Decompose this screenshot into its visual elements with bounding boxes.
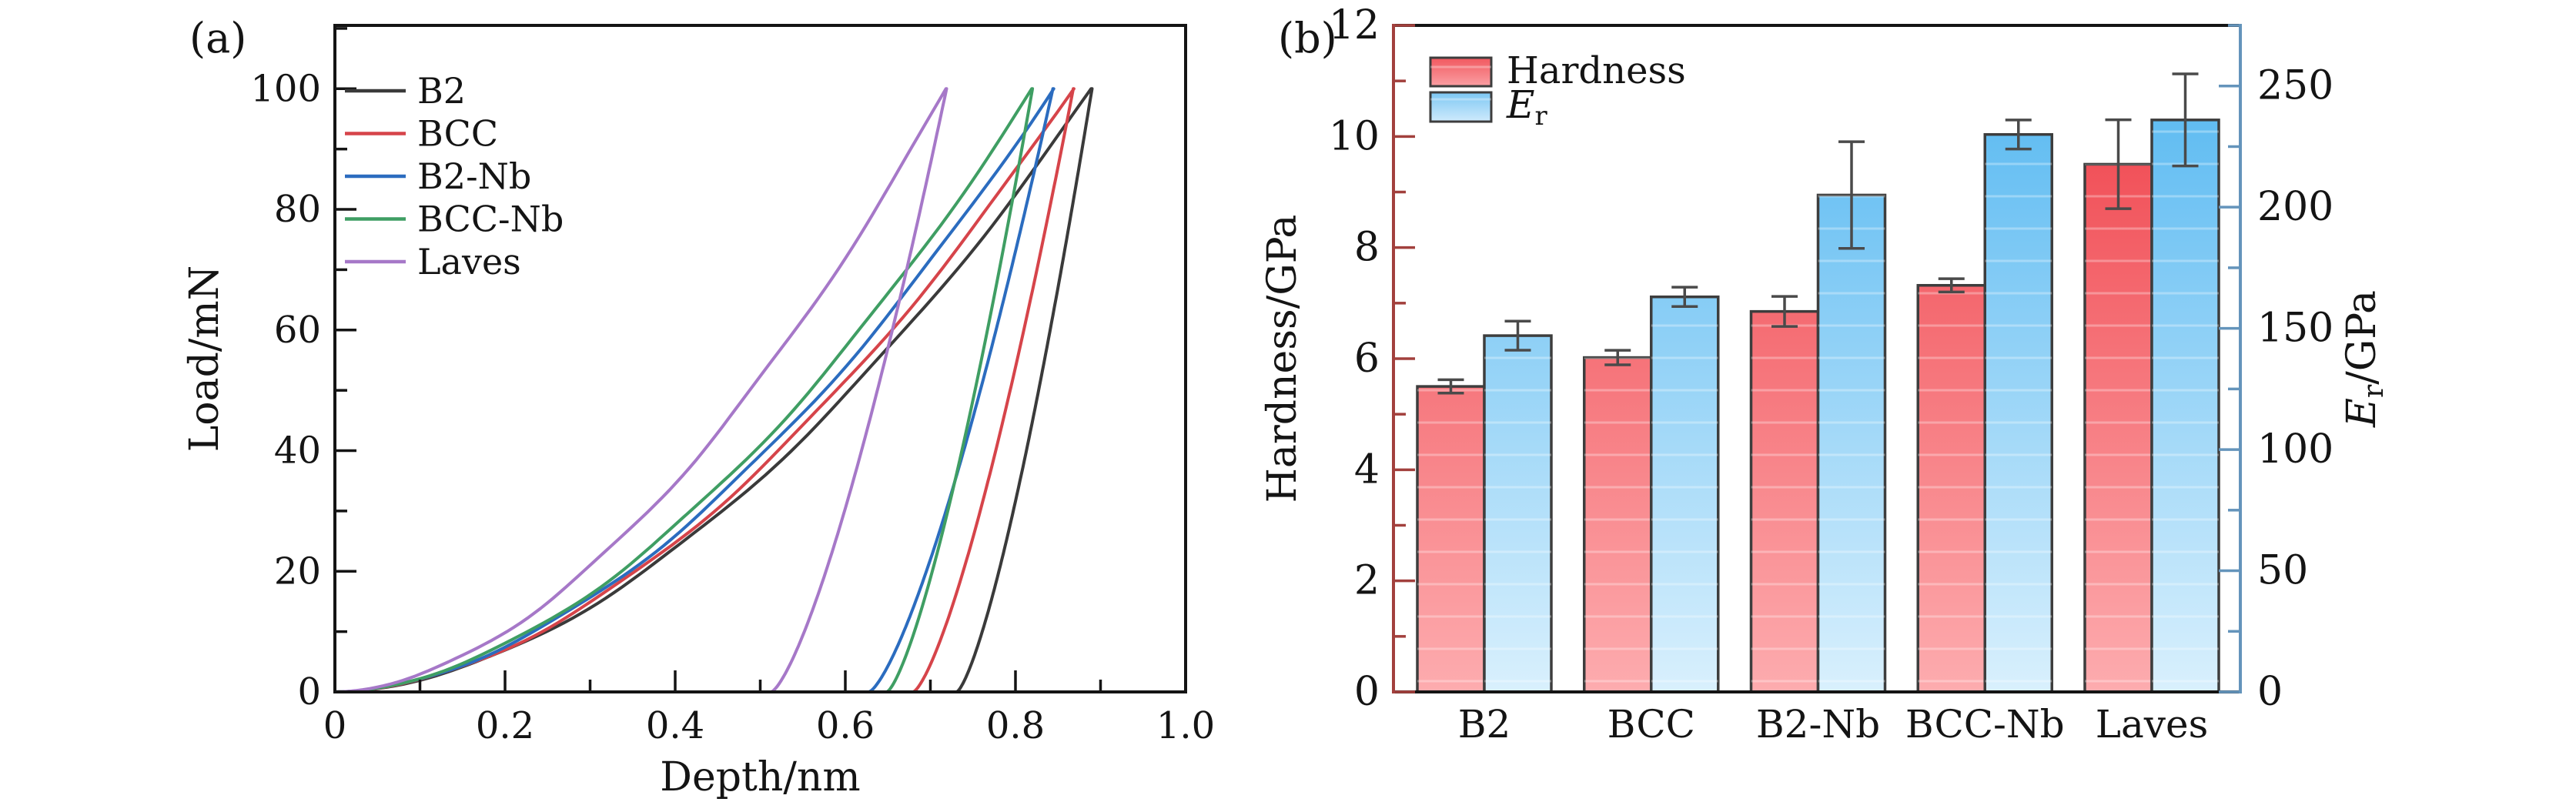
curve-Laves (334, 87, 948, 693)
legend-label-BCC-Nb: BCC-Nb (417, 199, 564, 240)
left-axis-ticks: 0 2 4 6 8 10 12 (1329, 2, 1415, 715)
panel-a-ticks: 0 0.2 0.4 0.6 0.8 1.0 0 20 40 60 80 100 (250, 27, 1215, 747)
panel-b-hardness-modulus-chart: B2 BCC B2-Nb BCC-Nb Laves 0 2 4 6 8 10 12 0 50 100 150 2… (1260, 2, 2390, 747)
x-tick-label: 0.2 (476, 704, 534, 747)
legend-label-hardness: Hardness (1507, 49, 1686, 92)
category-label-Laves: Laves (2096, 702, 2209, 747)
right-tick-label: 150 (2257, 306, 2333, 352)
left-tick-label: 12 (1329, 2, 1380, 48)
x-axis-label: Depth/nm (660, 754, 860, 800)
y-tick-label: 20 (274, 550, 321, 593)
right-tick-label: 0 (2257, 669, 2283, 715)
category-label-B2: B2 (1458, 702, 1511, 747)
y-tick-label: 80 (274, 188, 321, 231)
bar-bands (1918, 285, 1986, 692)
legend-label-Laves: Laves (417, 241, 521, 282)
x-tick-label: 0 (323, 704, 347, 747)
x-tick-label: 0.6 (816, 704, 875, 747)
y-axis-label: Load/mN (182, 266, 228, 452)
bar-bands (1484, 336, 1551, 692)
left-tick-label: 0 (1354, 669, 1380, 715)
left-tick-label: 2 (1354, 558, 1380, 604)
legend-label-BCC: BCC (417, 113, 498, 155)
panel-a-tag: (a) (189, 14, 246, 62)
category-label-BCC-Nb: BCC-Nb (1905, 702, 2065, 747)
category-label-BCC: BCC (1607, 702, 1695, 747)
left-tick-label: 6 (1354, 336, 1380, 382)
bar-bands (1584, 357, 1651, 692)
right-tick-label: 250 (2257, 63, 2333, 109)
panel-a-frame (333, 24, 1187, 693)
y-tick-label: 0 (297, 670, 321, 713)
panel-b-tag: (b) (1278, 14, 1337, 62)
x-tick-label: 0.4 (646, 704, 704, 747)
x-tick-label: 1.0 (1156, 704, 1215, 747)
category-label-B2-Nb: B2-Nb (1756, 702, 1880, 747)
right-tick-label: 100 (2257, 426, 2333, 473)
bar-bands (2085, 164, 2152, 692)
bar-bands (1818, 195, 1885, 692)
legend-label-B2-Nb: B2-Nb (417, 155, 531, 197)
right-axis-ticks: 0 50 100 150 200 250 (2219, 24, 2333, 715)
right-tick-label: 200 (2257, 184, 2333, 230)
legend-swatch-bands (1430, 92, 1491, 122)
bar-bands (1751, 311, 1818, 692)
legend-swatch-bands (1430, 58, 1491, 86)
y-tick-label: 60 (274, 309, 321, 352)
legend-label-er: Er (1506, 82, 1548, 132)
right-axis-label: Er/GPa (2339, 290, 2390, 428)
bar-bands (1985, 134, 2052, 692)
curve-B2 (334, 87, 1094, 693)
curve-BCC (334, 87, 1076, 693)
bar-bands (1651, 296, 1718, 692)
left-tick-label: 10 (1329, 113, 1380, 159)
bar-bands (2152, 119, 2219, 692)
left-tick-label: 4 (1354, 446, 1380, 493)
bars (1416, 72, 2220, 693)
curve-B2-Nb (334, 87, 1055, 693)
y-tick-label: 40 (274, 429, 321, 473)
legend-label-B2: B2 (417, 70, 466, 112)
left-axis-label: Hardness/GPa (1260, 215, 1306, 503)
y-tick-label: 100 (250, 67, 321, 110)
left-tick-label: 8 (1354, 225, 1380, 271)
right-tick-label: 50 (2257, 548, 2308, 594)
curve-BCC-Nb (334, 87, 1035, 693)
panel-a-load-depth-chart: 0 0.2 0.4 0.6 0.8 1.0 0 20 40 60 80 100 Depth/nm Load… (182, 24, 1215, 800)
x-tick-label: 0.8 (986, 704, 1045, 747)
load-depth-curves (334, 87, 1094, 693)
bar-bands (1417, 386, 1484, 692)
